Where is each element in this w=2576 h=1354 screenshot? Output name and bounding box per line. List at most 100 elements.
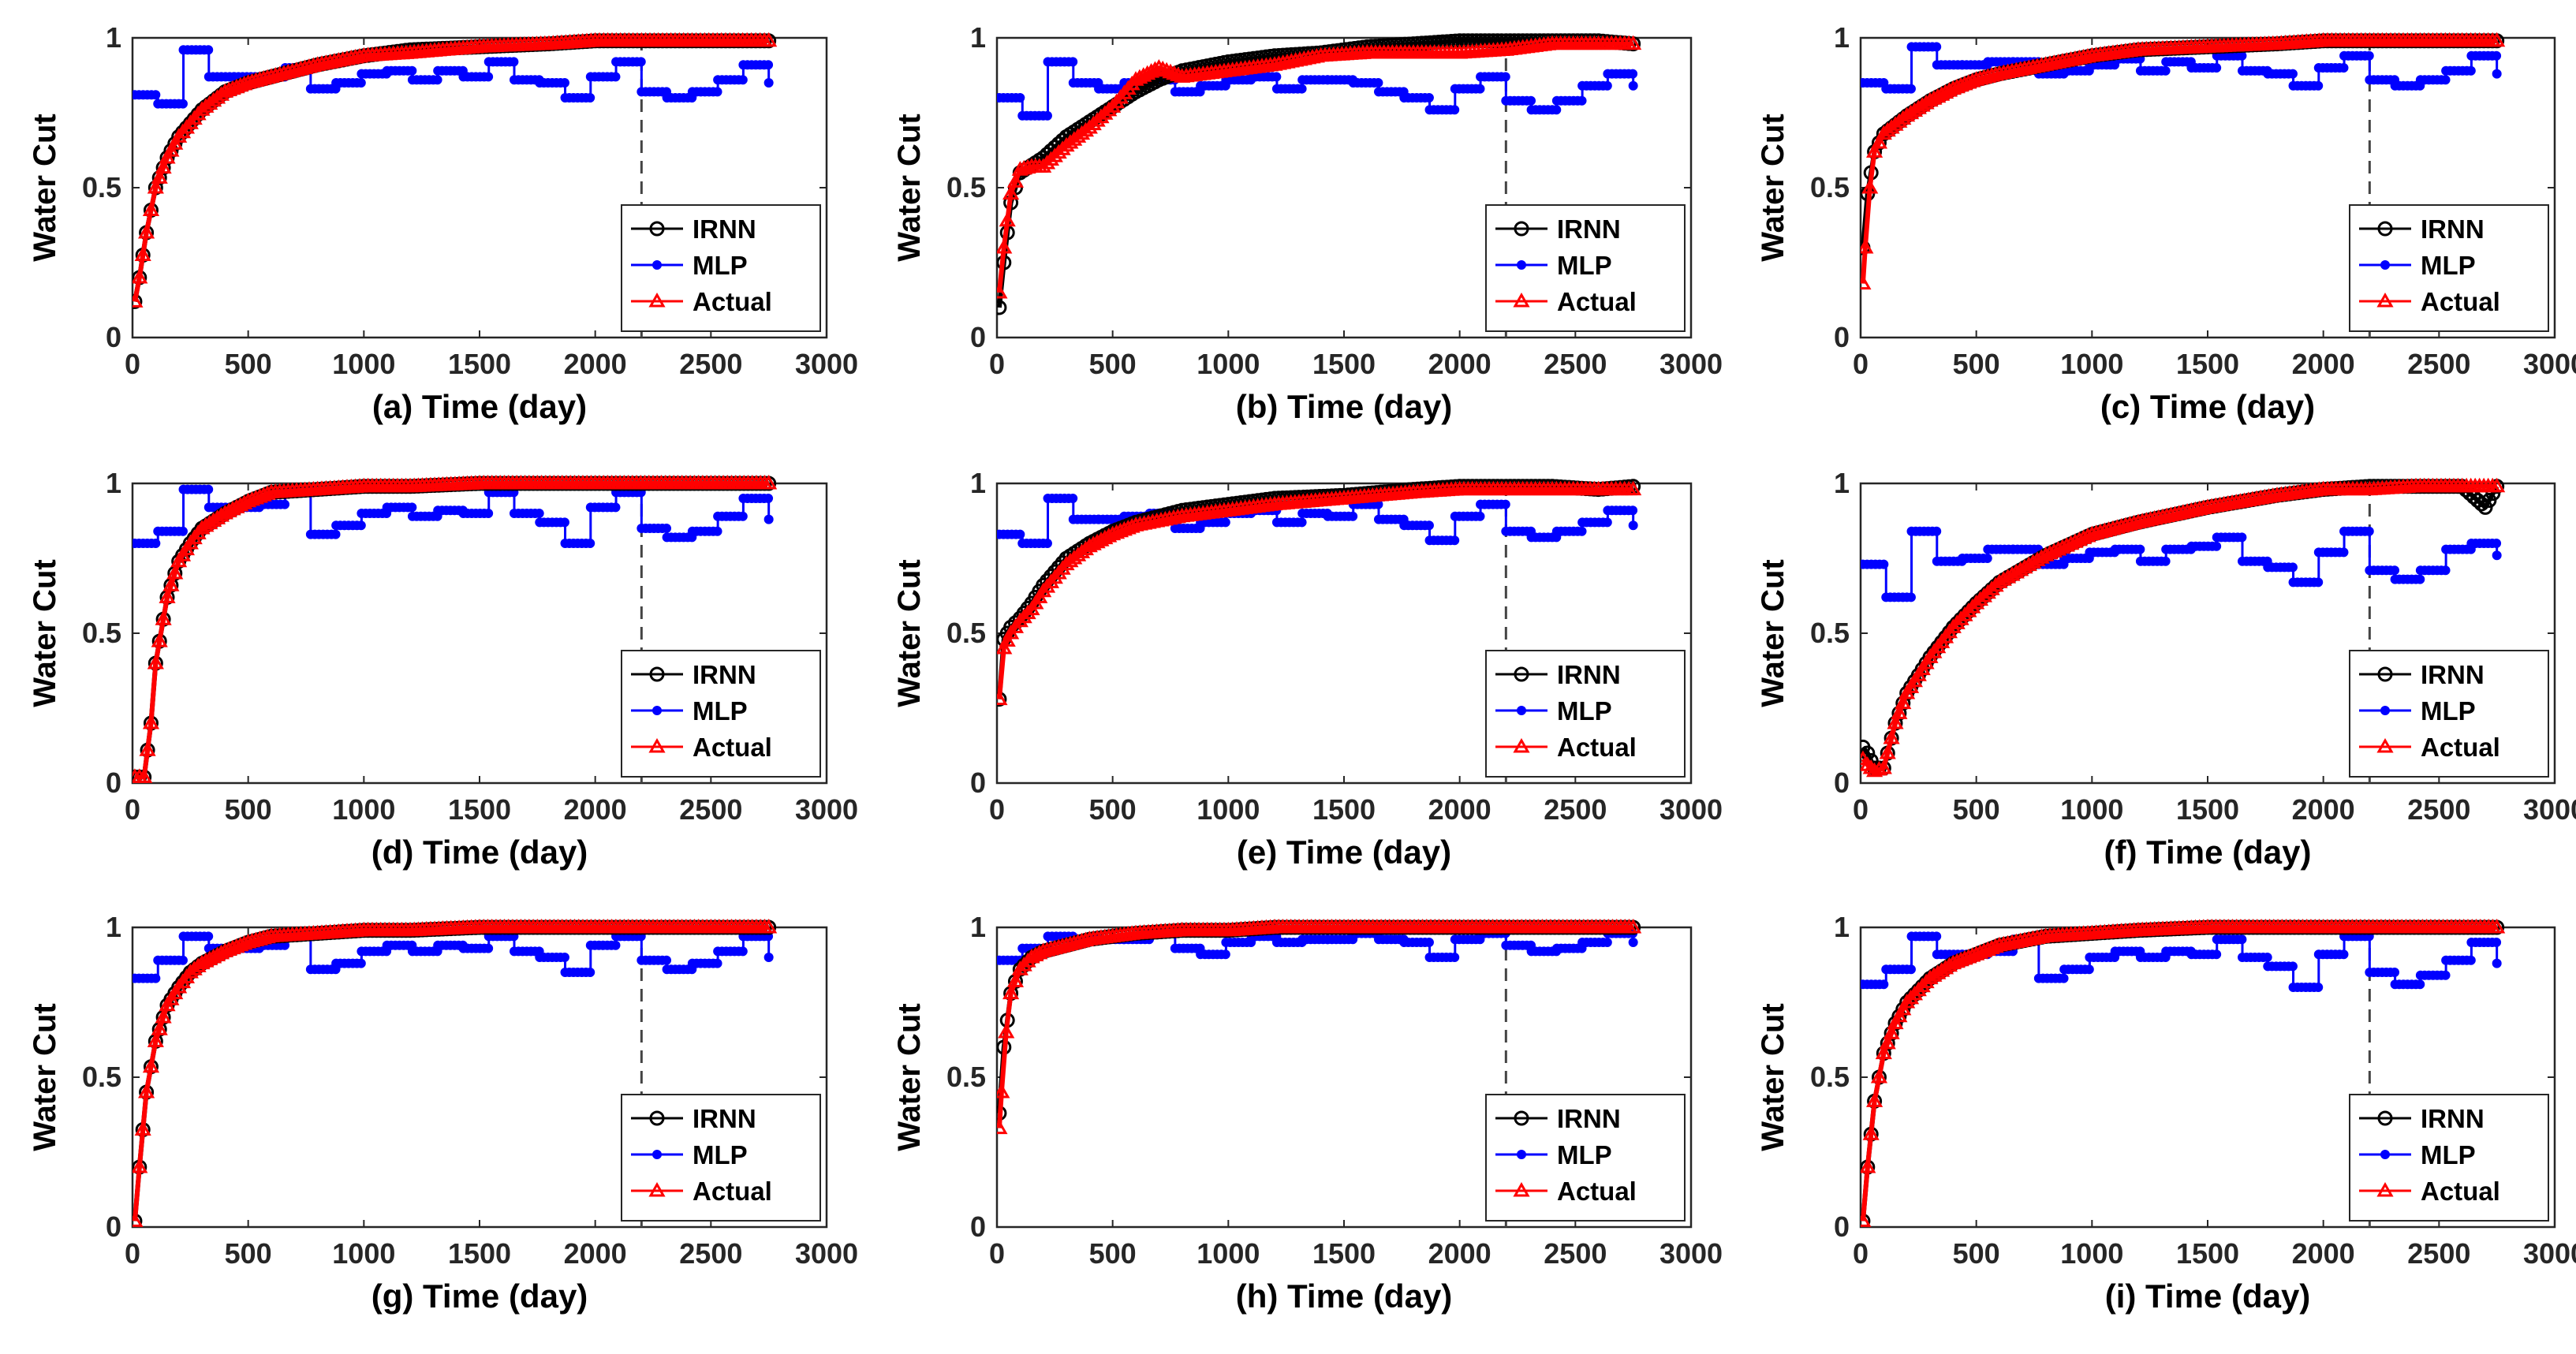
data-point — [1100, 101, 1118, 117]
data-point — [1883, 729, 1900, 744]
series-mlp — [133, 484, 774, 548]
data-point — [1932, 931, 1942, 942]
legend-entry-actual: Actual — [2359, 1177, 2500, 1206]
legend-entry-irnn: IRNN — [2359, 660, 2485, 689]
legend-entry-actual: Actual — [2359, 733, 2500, 762]
subplot-caption: (c) Time (day) — [2100, 388, 2315, 425]
plot-area — [997, 918, 1642, 1135]
data-point — [1297, 84, 1307, 94]
data-point — [737, 75, 748, 85]
data-point — [1015, 608, 1032, 624]
x-tick-label: 3000 — [2523, 793, 2576, 826]
data-point — [636, 57, 646, 67]
data-point — [142, 714, 160, 729]
legend-entry-actual: Actual — [1495, 1177, 1637, 1206]
data-point — [2492, 69, 2502, 79]
data-point — [1602, 80, 1612, 91]
y-tick-label: 0.5 — [1810, 171, 1850, 203]
data-point — [2237, 532, 2247, 543]
data-point — [1042, 110, 1052, 121]
x-tick-label: 2000 — [564, 793, 627, 826]
data-point — [1964, 599, 1981, 614]
data-point — [483, 72, 494, 82]
data-point — [280, 499, 290, 509]
subplot-caption: (f) Time (day) — [2104, 834, 2312, 871]
y-tick-label: 0.5 — [946, 1061, 986, 1093]
data-point — [2415, 979, 2425, 990]
x-tick-label: 500 — [1953, 793, 2000, 826]
data-point — [1628, 505, 1638, 516]
data-point — [155, 1008, 172, 1024]
data-point — [1895, 1000, 1912, 1016]
data-point — [162, 576, 180, 591]
data-point — [2380, 1150, 2390, 1159]
legend-label: IRNN — [1557, 660, 1621, 689]
subplot-caption: (a) Time (day) — [372, 388, 587, 425]
data-point — [1891, 704, 1908, 719]
data-point — [652, 706, 662, 715]
data-point — [997, 238, 1013, 254]
subplot-caption: (e) Time (day) — [1237, 834, 1451, 871]
data-point — [648, 737, 666, 753]
y-tick-label: 0 — [1834, 1210, 1850, 1243]
data-point — [151, 90, 161, 100]
data-point — [652, 260, 662, 270]
legend-entry-mlp: MLP — [2359, 1140, 2476, 1169]
data-point — [1450, 535, 1460, 546]
data-point — [1960, 602, 1977, 617]
data-point — [1861, 274, 1872, 290]
data-point — [1046, 147, 1063, 162]
y-tick-label: 1 — [106, 21, 121, 54]
data-point — [1906, 964, 1916, 975]
legend-label: MLP — [1557, 251, 1612, 280]
x-tick-label: 2000 — [564, 348, 627, 380]
plot-area — [997, 479, 1642, 707]
y-tick-label: 0 — [970, 321, 986, 353]
plot-area — [997, 33, 1642, 315]
data-point — [483, 509, 494, 518]
x-tick-label: 500 — [1089, 793, 1137, 826]
data-point — [1015, 957, 1032, 972]
subplot-caption: (i) Time (day) — [2105, 1278, 2311, 1315]
x-tick-label: 1500 — [1312, 348, 1376, 380]
data-point — [151, 973, 161, 983]
data-point — [1002, 185, 1020, 200]
data-point — [1513, 292, 1530, 308]
x-tick-label: 3000 — [795, 793, 858, 826]
data-point — [760, 474, 778, 490]
data-point — [997, 1083, 1010, 1098]
legend-entry-mlp: MLP — [1495, 1140, 1612, 1169]
data-point — [2212, 949, 2222, 960]
x-tick-label: 3000 — [1659, 1237, 1723, 1270]
data-point — [2135, 544, 2145, 554]
data-point — [1628, 520, 1638, 531]
data-point — [133, 293, 144, 308]
y-axis-label: Water Cut — [892, 1003, 927, 1151]
data-point — [2380, 260, 2390, 270]
data-point — [1002, 984, 1020, 1000]
x-tick-label: 3000 — [2523, 1237, 2576, 1270]
legend-label: MLP — [2421, 1140, 2476, 1169]
data-point — [1870, 1068, 1888, 1084]
data-point — [1875, 759, 1892, 774]
data-point — [2262, 953, 2272, 962]
data-point — [1085, 115, 1102, 131]
data-point — [1011, 960, 1029, 975]
data-point — [1910, 981, 1927, 997]
y-axis-label: Water Cut — [892, 559, 927, 707]
y-tick-label: 1 — [1834, 21, 1850, 54]
data-point — [1948, 614, 1966, 629]
legend-label: MLP — [693, 1140, 748, 1169]
data-point — [142, 201, 160, 216]
legend-entry-mlp: MLP — [2359, 251, 2476, 280]
data-point — [1906, 84, 1916, 94]
data-point — [2376, 1181, 2394, 1197]
data-point — [2313, 80, 2324, 91]
data-point — [1625, 918, 1642, 934]
data-point — [1068, 494, 1078, 503]
data-point — [1879, 979, 1889, 990]
data-point — [203, 484, 214, 494]
